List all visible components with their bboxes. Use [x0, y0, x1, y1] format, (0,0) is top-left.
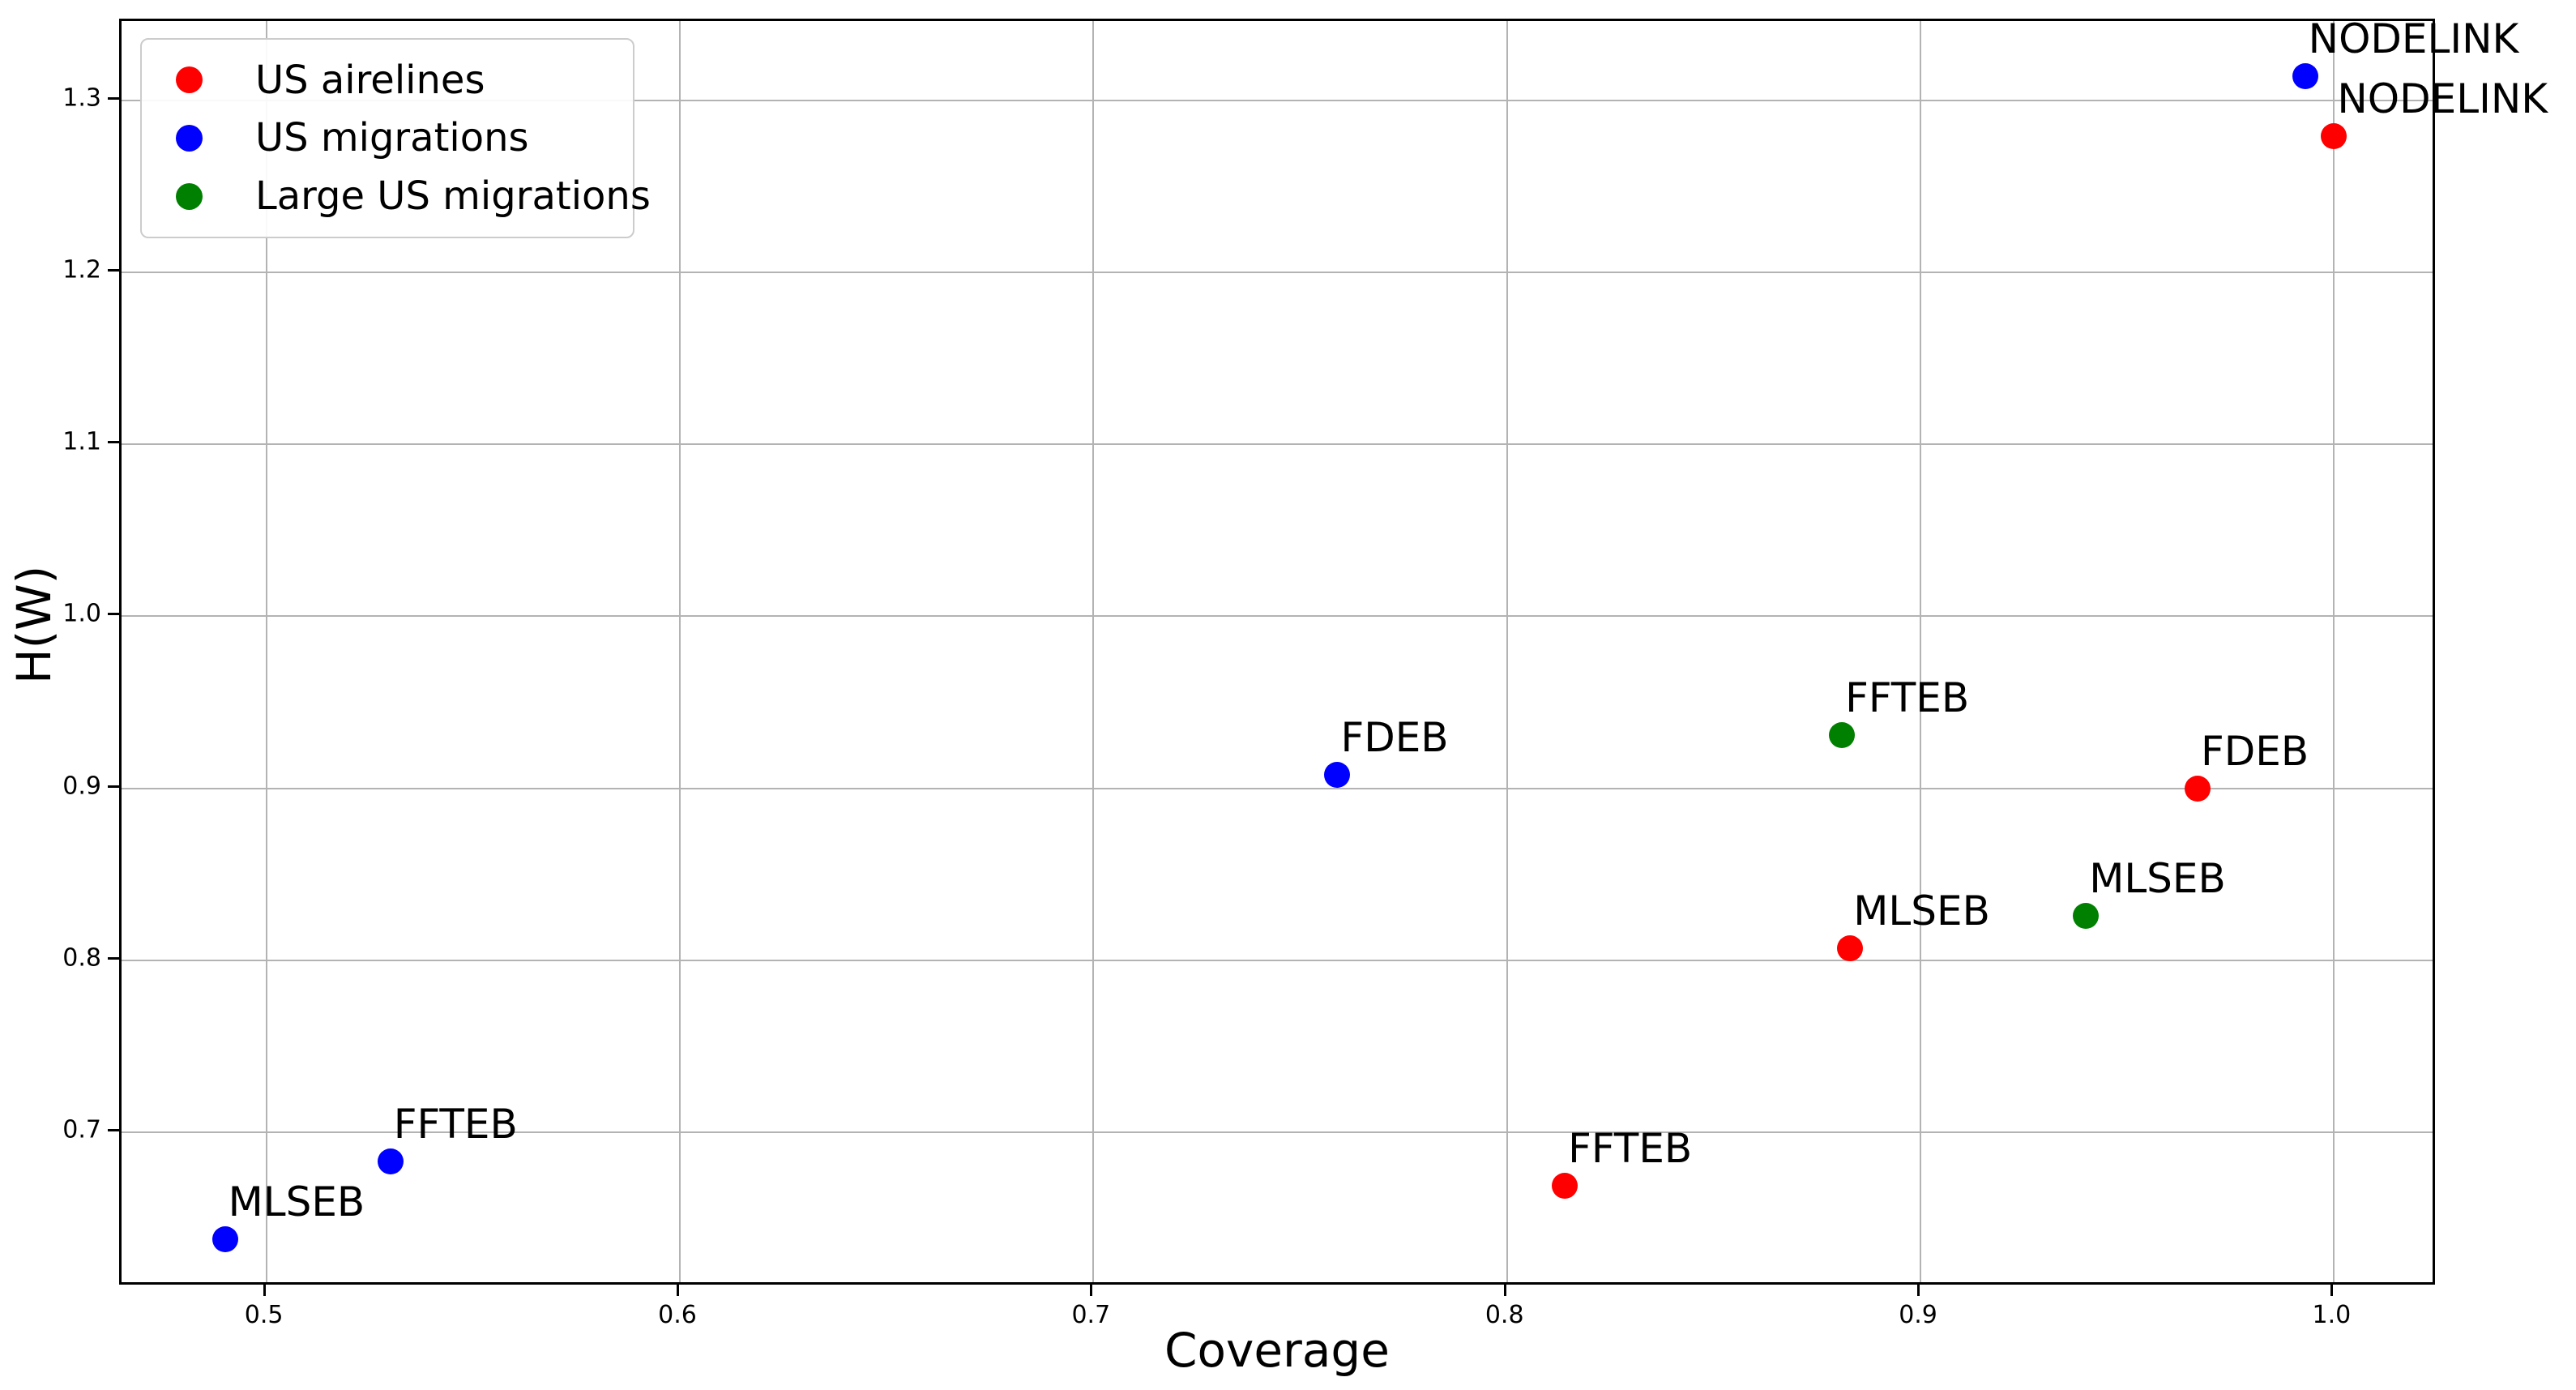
y-tick-mark — [108, 613, 119, 616]
y-gridline — [122, 615, 2433, 618]
x-gridline — [1920, 21, 1922, 1282]
point-annotation: FFTEB — [1568, 1124, 1693, 1172]
data-point-nodelink — [2321, 123, 2347, 150]
point-annotation: MLSEB — [2089, 854, 2226, 902]
legend-marker-icon — [176, 66, 203, 94]
y-gridline — [122, 787, 2433, 789]
data-point-ffteb — [1829, 721, 1856, 748]
y-tick-label: 1.3 — [62, 83, 101, 113]
point-annotation: FFTEB — [393, 1101, 518, 1148]
data-point-mlseb — [1837, 935, 1864, 961]
point-annotation: FDEB — [1340, 713, 1449, 761]
data-point-mlseb — [211, 1225, 238, 1252]
data-point-mlseb — [2073, 902, 2100, 929]
y-gridline — [122, 1131, 2433, 1133]
x-tick-label: 0.7 — [1071, 1301, 1111, 1329]
legend-item-label: Large US migrations — [255, 173, 651, 220]
y-tick-label: 0.8 — [62, 943, 101, 973]
y-tick-mark — [108, 96, 119, 100]
point-annotation: FDEB — [2200, 727, 2309, 775]
legend-item-us-migrations: US migrations — [142, 112, 633, 164]
x-gridline — [1506, 21, 1508, 1282]
y-tick-mark — [108, 441, 119, 444]
y-axis-label: H(W) — [6, 565, 62, 684]
x-gridline — [2333, 21, 2335, 1282]
y-gridline — [122, 271, 2433, 273]
legend-item-us-airelines: US airelines — [142, 54, 633, 106]
x-tick-mark — [1503, 1285, 1506, 1296]
x-axis-label: Coverage — [1164, 1323, 1390, 1378]
y-tick-mark — [108, 268, 119, 272]
point-annotation: NODELINK — [2308, 15, 2519, 62]
y-gridline — [122, 443, 2433, 446]
y-tick-label: 1.0 — [62, 599, 101, 628]
x-gridline — [265, 21, 267, 1282]
point-annotation: MLSEB — [228, 1178, 365, 1225]
y-tick-mark — [108, 785, 119, 788]
x-tick-label: 0.8 — [1485, 1301, 1524, 1329]
y-tick-label: 0.7 — [62, 1115, 101, 1144]
data-point-ffteb — [377, 1148, 404, 1175]
x-tick-mark — [2330, 1285, 2334, 1296]
y-tick-mark — [108, 1128, 119, 1131]
point-annotation: NODELINK — [2337, 75, 2548, 123]
y-tick-label: 1.1 — [62, 427, 101, 456]
legend-marker-icon — [176, 124, 203, 152]
y-tick-label: 0.9 — [62, 772, 101, 801]
legend-item-large-us-migrations: Large US migrations — [142, 170, 651, 222]
x-tick-mark — [263, 1285, 266, 1296]
legend-marker-icon — [176, 182, 203, 210]
y-tick-label: 1.2 — [62, 255, 101, 284]
point-annotation: FFTEB — [1845, 674, 1970, 721]
y-gridline — [122, 959, 2433, 961]
x-tick-label: 0.9 — [1899, 1301, 1937, 1329]
data-point-fdeb — [1324, 761, 1351, 788]
x-tick-mark — [1917, 1285, 1920, 1296]
x-gridline — [1092, 21, 1095, 1282]
x-tick-label: 0.5 — [244, 1301, 284, 1329]
plot-area: NODELINK FDEB MLSEB FFTEB NODELINK FDEB FFTEB M… — [119, 16, 2548, 1285]
x-gridline — [678, 21, 681, 1282]
legend-item-label: US airelines — [255, 57, 485, 103]
x-tick-mark — [1090, 1285, 1093, 1296]
y-tick-mark — [108, 956, 119, 960]
legend-item-label: US migrations — [255, 115, 529, 161]
legend: US airelines US migrations Large US migr… — [140, 38, 651, 238]
data-point-nodelink — [2292, 62, 2318, 89]
y-gridline — [122, 99, 2433, 101]
data-point-fdeb — [2184, 775, 2211, 802]
x-tick-mark — [676, 1285, 679, 1296]
x-tick-label: 0.6 — [658, 1301, 697, 1329]
point-annotation: MLSEB — [1853, 887, 1990, 935]
x-tick-label: 1.0 — [2312, 1301, 2352, 1329]
data-point-ffteb — [1552, 1172, 1578, 1199]
